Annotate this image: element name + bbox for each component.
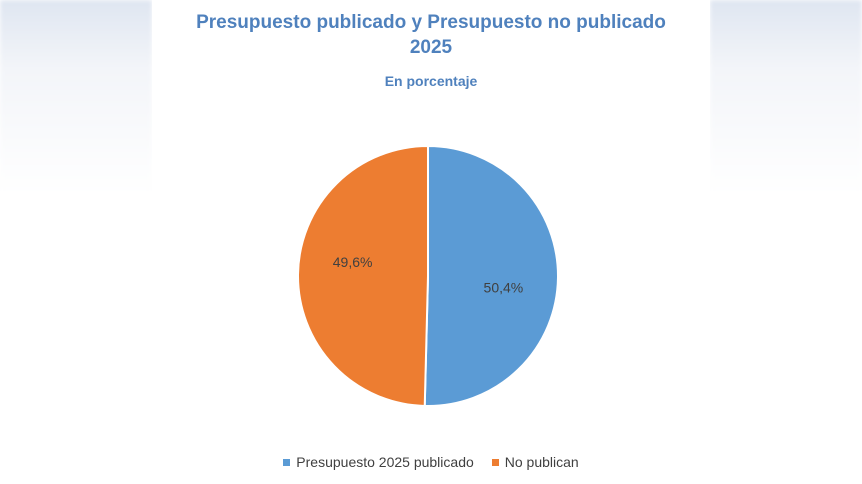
pie-slice-not-published [297, 144, 429, 407]
chart-subtitle: En porcentaje [384, 73, 478, 89]
legend-label-not-published: No publican [504, 454, 579, 470]
legend-swatch-not-published [491, 458, 499, 466]
left-background-blur [0, 0, 152, 484]
right-background-blur [710, 0, 862, 484]
data-label-not-published: 49,6% [333, 254, 373, 270]
chart-legend: Presupuesto 2025 publicado No publican [152, 454, 710, 470]
pie-chart: 50,4% 49,6% [297, 144, 559, 407]
legend-swatch-published [283, 458, 291, 466]
legend-item-published: Presupuesto 2025 publicado [283, 454, 474, 470]
chart-title-line1: Presupuesto publicado y Presupuesto no p… [196, 12, 666, 33]
legend-label-published: Presupuesto 2025 publicado [296, 454, 474, 470]
pie-slice-published [423, 144, 559, 407]
chart-title: Presupuesto publicado y Presupuesto no p… [152, 10, 710, 60]
chart-title-line2: 2025 [409, 37, 453, 58]
data-label-published: 50,4% [484, 280, 524, 296]
chart-panel: Presupuesto publicado y Presupuesto no p… [152, 0, 710, 484]
legend-item-not-published: No publican [491, 454, 579, 470]
